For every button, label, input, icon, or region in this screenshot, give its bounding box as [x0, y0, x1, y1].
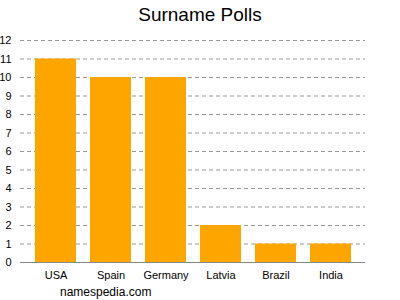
svg-text:12: 12 [0, 34, 12, 46]
svg-text:USA: USA [45, 269, 68, 281]
html-text:namespedia.com: namespedia.com [60, 285, 152, 299]
svg-text:Brazil: Brazil [262, 269, 290, 281]
svg-text:0: 0 [5, 256, 11, 268]
svg-text:1: 1 [5, 238, 11, 250]
svg-text:Spain: Spain [97, 269, 125, 281]
svg-text:4: 4 [5, 182, 11, 194]
svg-text:Latvia: Latvia [206, 269, 236, 281]
svg-text:10: 10 [0, 71, 12, 83]
html-text:Surname Polls: Surname Polls [138, 4, 262, 25]
svg-text:3: 3 [5, 201, 11, 213]
svg-text:2: 2 [5, 219, 11, 231]
svg-text:9: 9 [5, 90, 11, 102]
svg-text:8: 8 [5, 108, 11, 120]
svg-text:7: 7 [5, 127, 11, 139]
svg-text:5: 5 [5, 164, 11, 176]
svg-text:6: 6 [5, 145, 11, 157]
svg-text:Germany: Germany [143, 269, 189, 281]
svg-text:11: 11 [0, 53, 11, 65]
svg-text:India: India [319, 269, 344, 281]
